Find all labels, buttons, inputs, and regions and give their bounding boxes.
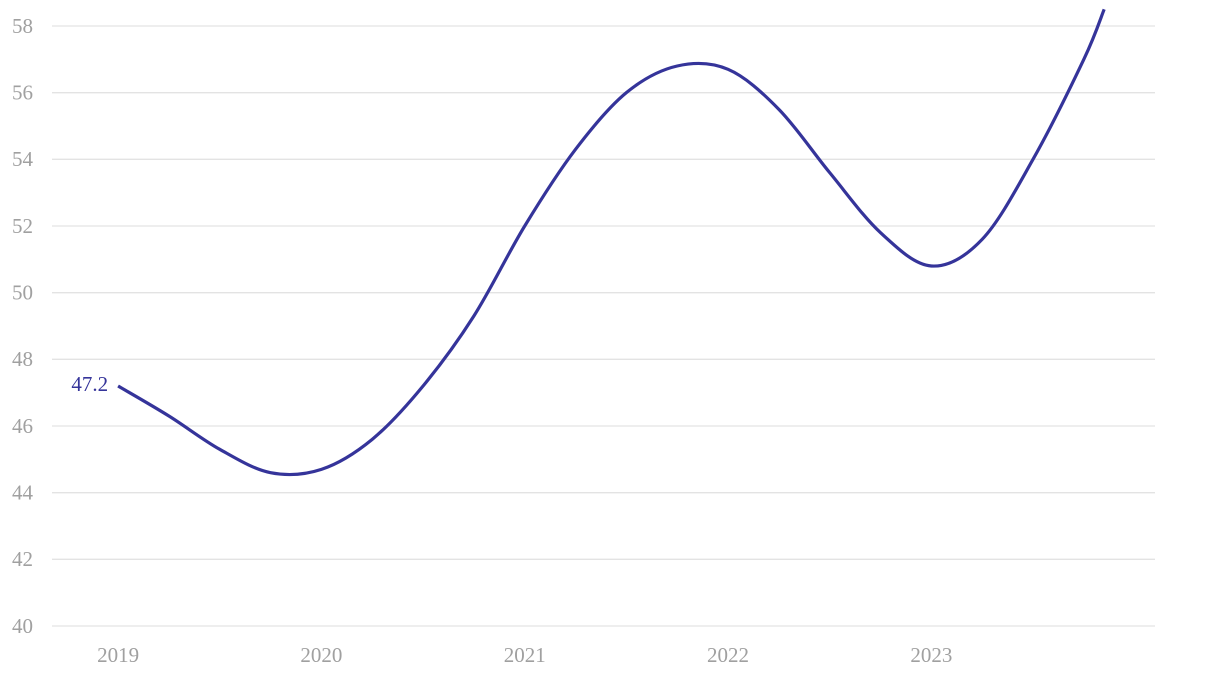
- y-tick-label: 46: [12, 414, 33, 438]
- x-tick-label: 2023: [910, 643, 952, 667]
- y-tick-label: 48: [12, 347, 33, 371]
- x-tick-label: 2021: [504, 643, 546, 667]
- data-label: 47.2: [71, 372, 108, 396]
- y-tick-label: 58: [12, 14, 33, 38]
- y-tick-label: 42: [12, 547, 33, 571]
- y-tick-label: 40: [12, 614, 33, 638]
- y-tick-label: 50: [12, 280, 33, 304]
- y-tick-label: 44: [12, 480, 34, 504]
- y-tick-label: 52: [12, 214, 33, 238]
- y-tick-label: 54: [12, 147, 34, 171]
- line: [117, 8, 1106, 477]
- x-tick-label: 2019: [97, 643, 139, 667]
- x-tick-label: 2022: [707, 643, 749, 667]
- x-tick-label: 2020: [300, 643, 342, 667]
- y-tick-label: 56: [12, 80, 33, 104]
